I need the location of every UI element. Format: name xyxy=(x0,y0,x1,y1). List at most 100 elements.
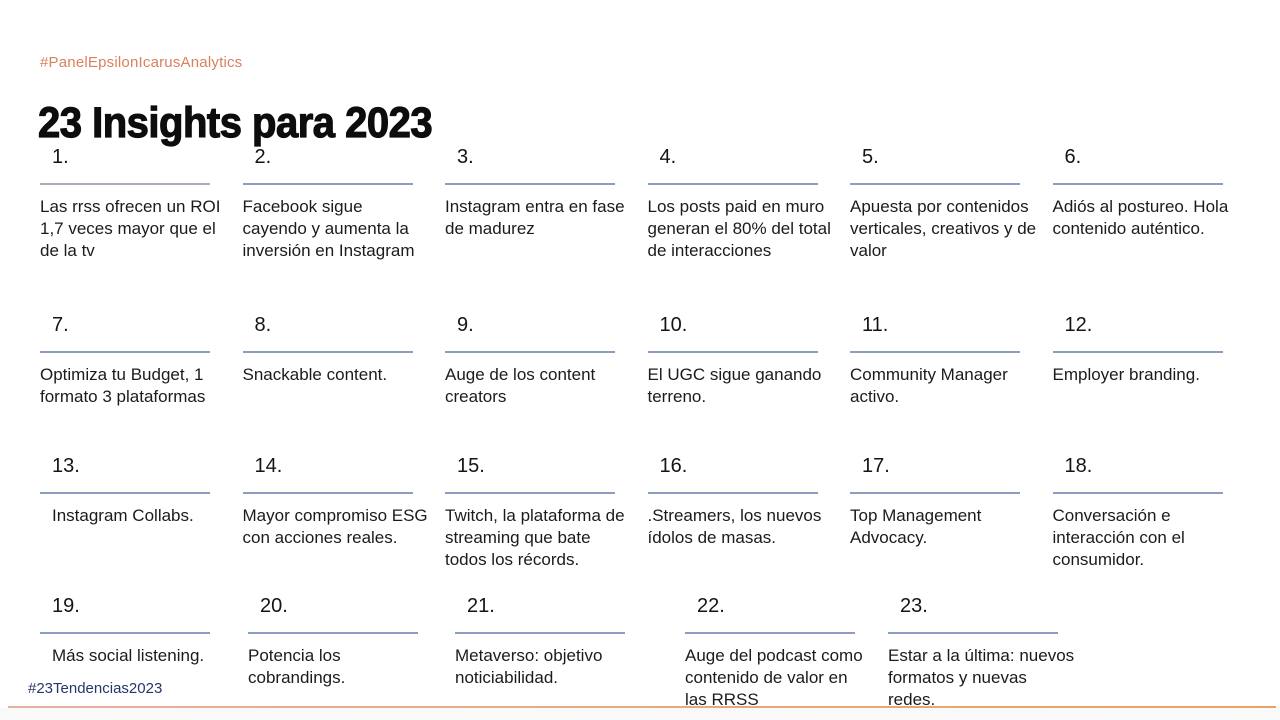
underline-divider xyxy=(1052,492,1223,494)
underline-divider xyxy=(40,492,210,494)
insight-text: .Streamers, los nuevos ídolos de masas. xyxy=(647,506,822,548)
insight-number: 9. xyxy=(457,314,474,336)
underline-divider xyxy=(1052,183,1223,185)
underline-divider xyxy=(850,351,1020,353)
insight-text: Potencia los cobrandings. xyxy=(248,646,346,688)
insight-item: 10. El UGC sigue ganando terreno. xyxy=(647,314,851,408)
insight-number: 14. xyxy=(254,455,283,477)
insight-text: Employer branding. xyxy=(1052,365,1200,384)
insight-text: El UGC sigue ganando terreno. xyxy=(647,365,822,407)
insight-number: 11. xyxy=(862,314,889,336)
insight-item: 19. Más social listening. xyxy=(40,595,248,711)
insight-text: Snackable content. xyxy=(242,365,388,384)
insight-item: 7. Optimiza tu Budget, 1 formato 3 plata… xyxy=(40,314,243,408)
insight-number: 5. xyxy=(862,146,879,168)
insight-item: 14. Mayor compromiso ESG con acciones re… xyxy=(242,455,446,571)
underline-divider xyxy=(445,492,615,494)
underline-divider xyxy=(248,632,418,634)
insight-number: 17. xyxy=(862,455,890,477)
underline-divider xyxy=(647,351,818,353)
insight-number: 1. xyxy=(52,146,69,168)
insight-number: 2. xyxy=(254,146,272,168)
underline-divider xyxy=(40,632,210,634)
insight-number: 7. xyxy=(52,314,69,336)
insight-number: 18. xyxy=(1064,455,1093,477)
insight-number: 22. xyxy=(697,595,725,617)
underline-divider xyxy=(445,351,615,353)
insights-row-1: 1. Las rrss ofrecen un ROI 1,7 veces may… xyxy=(40,146,1255,262)
insight-number: 10. xyxy=(659,314,688,336)
insight-item: 18. Conversación e interacción con el co… xyxy=(1052,455,1256,571)
insight-item: 13. Instagram Collabs. xyxy=(40,455,243,571)
insight-item: 17. Top Management Advocacy. xyxy=(850,455,1053,571)
insight-item: 4. Los posts paid en muro generan el 80%… xyxy=(647,146,851,262)
bottom-hashtag: #23Tendencias2023 xyxy=(28,680,163,697)
insight-item: 3. Instagram entra en fase de madurez xyxy=(445,146,648,262)
insight-text: Community Manager activo. xyxy=(850,365,1008,407)
insight-text: Apuesta por contenidos verticales, creat… xyxy=(850,197,1037,261)
underline-divider xyxy=(242,183,413,185)
underline-divider xyxy=(647,492,818,494)
insight-item: 8. Snackable content. xyxy=(242,314,446,408)
insight-text: Las rrss ofrecen un ROI 1,7 veces mayor … xyxy=(40,197,221,261)
insight-text: Instagram Collabs. xyxy=(52,506,194,525)
footer-strip xyxy=(0,708,1280,720)
insight-item: 9. Auge de los content creators xyxy=(445,314,648,408)
insight-item: 21. Metaverso: objetivo noticiabilidad. xyxy=(455,595,685,711)
insight-text: Los posts paid en muro generan el 80% de… xyxy=(647,197,831,261)
page-title: 23 Insights para 2023 xyxy=(37,99,433,147)
underline-divider xyxy=(242,351,413,353)
insight-number: 15. xyxy=(457,455,485,477)
insight-item: 6. Adiós al postureo. Hola contenido aut… xyxy=(1052,146,1256,262)
insight-number: 3. xyxy=(457,146,474,168)
insight-text: Instagram entra en fase de madurez xyxy=(445,197,625,239)
insight-item: 1. Las rrss ofrecen un ROI 1,7 veces may… xyxy=(40,146,243,262)
insight-text: Estar a la última: nuevos formatos y nue… xyxy=(888,646,1075,710)
insight-text: Conversación e interacción con el consum… xyxy=(1052,506,1185,570)
insight-number: 8. xyxy=(254,314,272,336)
insight-number: 16. xyxy=(659,455,688,477)
insight-text: Facebook sigue cayendo y aumenta la inve… xyxy=(242,197,415,261)
insight-text: Auge de los content creators xyxy=(445,365,596,407)
insight-item: 15. Twitch, la plataforma de streaming q… xyxy=(445,455,648,571)
top-hashtag: #PanelEpsilonIcarusAnalytics xyxy=(40,54,243,71)
insight-number: 21. xyxy=(467,595,495,617)
insights-row-4: 19. Más social listening. 20. Potencia l… xyxy=(40,595,1255,711)
underline-divider xyxy=(242,492,413,494)
underline-divider xyxy=(445,183,615,185)
insight-text: Auge del podcast como contenido de valor… xyxy=(685,646,863,710)
insight-item: 22. Auge del podcast como contenido de v… xyxy=(685,595,888,711)
footer-accent-line xyxy=(8,706,1276,708)
insight-number: 13. xyxy=(52,455,80,477)
insight-item: 5. Apuesta por contenidos verticales, cr… xyxy=(850,146,1053,262)
insight-number: 19. xyxy=(52,595,80,617)
underline-divider xyxy=(455,632,625,634)
insight-number: 23. xyxy=(900,595,928,617)
underline-divider xyxy=(40,183,210,185)
insight-item: 23. Estar a la última: nuevos formatos y… xyxy=(888,595,1118,711)
insights-row-3: 13. Instagram Collabs. 14. Mayor comprom… xyxy=(40,455,1255,571)
insight-item: 20. Potencia los cobrandings. xyxy=(248,595,455,711)
insight-number: 6. xyxy=(1064,146,1082,168)
insight-item: 16. .Streamers, los nuevos ídolos de mas… xyxy=(647,455,851,571)
insight-text: Más social listening. xyxy=(52,646,205,665)
underline-divider xyxy=(850,183,1020,185)
insight-text: Metaverso: objetivo noticiabilidad. xyxy=(455,646,603,688)
underline-divider xyxy=(850,492,1020,494)
insight-number: 4. xyxy=(659,146,677,168)
insight-number: 20. xyxy=(260,595,288,617)
insights-row-2: 7. Optimiza tu Budget, 1 formato 3 plata… xyxy=(40,314,1255,408)
insight-item: 11. Community Manager activo. xyxy=(850,314,1053,408)
insight-text: Adiós al postureo. Hola contenido autént… xyxy=(1052,197,1229,239)
underline-divider xyxy=(1052,351,1223,353)
insight-item: 2. Facebook sigue cayendo y aumenta la i… xyxy=(242,146,446,262)
insight-text: Mayor compromiso ESG con acciones reales… xyxy=(242,506,428,548)
insight-text: Top Management Advocacy. xyxy=(850,506,982,548)
underline-divider xyxy=(647,183,818,185)
insight-text: Optimiza tu Budget, 1 formato 3 platafor… xyxy=(40,365,206,407)
underline-divider xyxy=(40,351,210,353)
underline-divider xyxy=(685,632,855,634)
insight-number: 12. xyxy=(1064,314,1093,336)
insight-item: 12. Employer branding. xyxy=(1052,314,1256,408)
